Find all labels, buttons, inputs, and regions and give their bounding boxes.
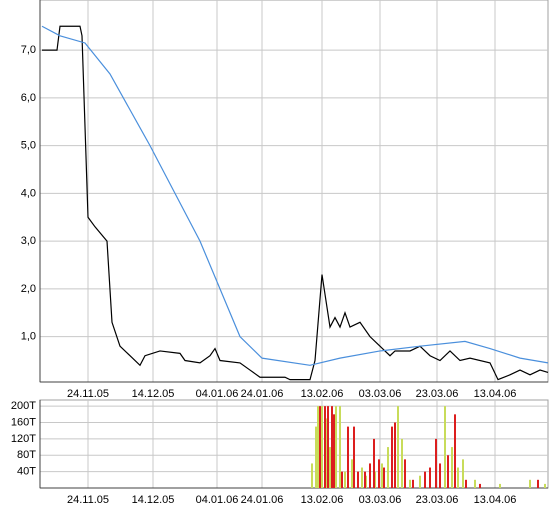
x-tick-label: 13.04.06 [474,494,517,506]
plot-area [39,399,549,489]
x-tick-label: 13.02.06 [301,388,344,400]
y-tick-label: 7,0 [21,44,36,56]
x-tick-label: 03.03.06 [359,494,402,506]
y-tick-label: 200T [11,400,36,412]
y-tick-label: 6,0 [21,92,36,104]
y-tick-label: 80T [17,449,36,461]
y-tick-label: 160T [11,416,36,428]
price-line [41,25,549,366]
x-tick-label: 23.03.06 [416,388,459,400]
y-tick-label: 5,0 [21,140,36,152]
price-line [42,25,549,381]
y-tick-label: 120T [11,433,36,445]
x-tick-label: 24.01.06 [241,494,284,506]
x-tick-label: 23.03.06 [416,494,459,506]
y-tick-label: 40T [17,466,36,478]
y-tick-label: 1,0 [21,331,36,343]
x-tick-label: 14.12.05 [132,388,175,400]
x-tick-label: 03.03.06 [359,388,402,400]
y-tick-label: 2,0 [21,283,36,295]
x-tick-label: 24.11.05 [67,494,109,506]
x-tick-label: 04.01.06 [196,494,239,506]
x-tick-label: 14.12.05 [132,494,175,506]
x-tick-label: 13.02.06 [301,494,344,506]
x-tick-label: 13.04.06 [474,388,517,400]
x-tick-label: 24.11.05 [67,388,109,400]
y-tick-label: 3,0 [21,235,36,247]
x-tick-label: 24.01.06 [241,388,284,400]
plot-area [39,0,549,383]
y-tick-label: 4,0 [21,187,36,199]
x-tick-label: 04.01.06 [196,388,239,400]
